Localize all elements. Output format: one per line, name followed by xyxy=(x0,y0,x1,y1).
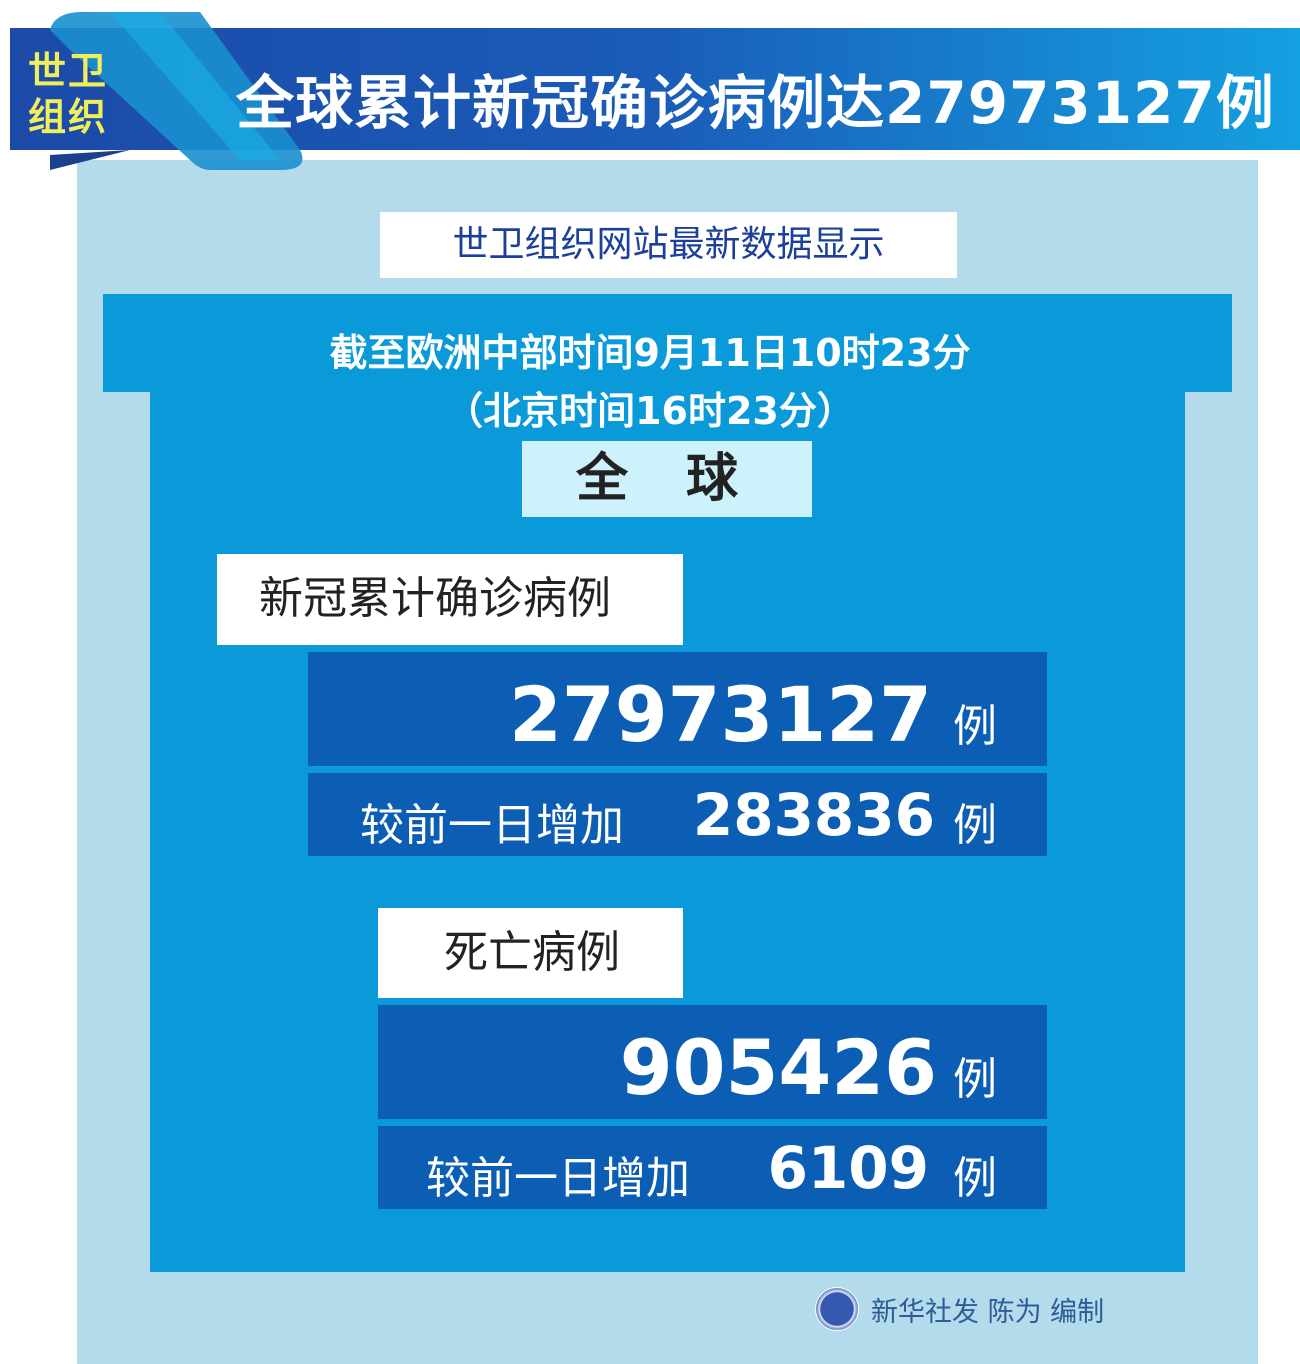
subtitle: 世卫组织网站最新数据显示 xyxy=(380,212,957,278)
page-title: 全球累计新冠确诊病例达27973127例 xyxy=(236,69,1275,137)
timestamp-cet: 截至欧洲中部时间9月11日10时23分 xyxy=(329,331,971,375)
confirmed-label: 新冠累计确诊病例 xyxy=(217,554,683,645)
deaths-unit: 例 xyxy=(953,1054,997,1105)
deaths-total-box: 905426 例 xyxy=(378,1005,1047,1119)
confirmed-total-box: 27973127 例 xyxy=(308,652,1047,766)
confirmed-increase-unit: 例 xyxy=(953,800,997,851)
deaths-label: 死亡病例 xyxy=(378,908,683,998)
confirmed-increase: 283836 xyxy=(692,781,935,849)
footer-credit: 新华社发 陈为 编制 xyxy=(871,1296,1105,1328)
scope-label: 全 球 xyxy=(522,441,812,517)
ribbon-decoration xyxy=(50,11,303,171)
confirmed-increase-label: 较前一日增加 xyxy=(360,800,624,851)
who-badge: 世卫 组织 xyxy=(28,48,118,140)
deaths-increase-box: 较前一日增加 6109 例 xyxy=(378,1126,1047,1209)
badge-line2: 组织 xyxy=(28,95,109,139)
confirmed-unit: 例 xyxy=(953,701,997,752)
timestamp-beijing: （北京时间16时23分） xyxy=(445,389,855,433)
footer: 新华社发 陈为 编制 xyxy=(815,1287,1104,1331)
deaths-increase-unit: 例 xyxy=(953,1153,997,1204)
deaths-total: 905426 xyxy=(619,1023,937,1112)
badge-line1: 世卫 xyxy=(28,49,109,93)
deaths-increase: 6109 xyxy=(767,1134,929,1202)
confirmed-total: 27973127 xyxy=(508,670,932,759)
deaths-increase-label: 较前一日增加 xyxy=(426,1153,690,1204)
confirmed-increase-box: 较前一日增加 283836 例 xyxy=(308,773,1047,856)
xinhua-logo-icon xyxy=(815,1287,859,1331)
panel-top xyxy=(103,294,1232,392)
